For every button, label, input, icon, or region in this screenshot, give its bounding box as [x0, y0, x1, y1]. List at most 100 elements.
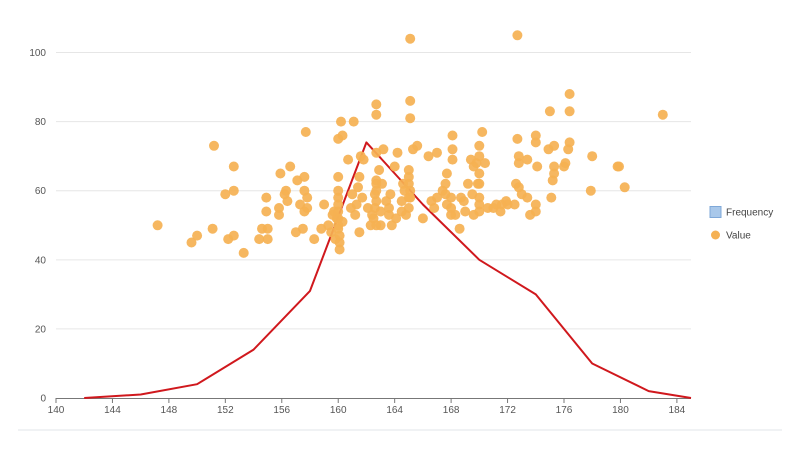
value-point [192, 230, 203, 241]
value-point [333, 206, 344, 217]
legend-label: Value [726, 231, 751, 242]
value-point [412, 140, 423, 151]
value-point [377, 178, 387, 189]
value-point [512, 133, 523, 144]
value-point [337, 216, 348, 227]
value-point [333, 192, 344, 203]
value-point [405, 113, 416, 124]
value-point [228, 161, 239, 172]
value-point [281, 185, 291, 196]
value-point [564, 89, 575, 99]
y-tick-label: 20 [35, 324, 47, 335]
value-point [513, 158, 524, 169]
value-point [336, 116, 346, 127]
y-tick-label: 100 [29, 48, 46, 59]
value-point [302, 192, 313, 203]
value-point [614, 161, 624, 172]
value-point [371, 99, 382, 110]
value-point [300, 127, 311, 137]
value-points-layer [152, 30, 668, 258]
value-point [513, 151, 524, 162]
value-point [405, 192, 416, 203]
value-point [282, 196, 293, 207]
value-point [384, 203, 394, 213]
value-point [391, 213, 402, 224]
x-tick-label: 160 [330, 405, 347, 416]
legend[interactable]: Frequency Value [709, 206, 773, 242]
frequency-line [84, 141, 692, 399]
value-point [474, 178, 485, 189]
value-point [544, 106, 555, 117]
value-point [238, 247, 249, 258]
y-tick-label: 40 [35, 255, 47, 266]
value-point [378, 144, 389, 155]
x-tick-label: 184 [669, 405, 686, 416]
value-point [474, 199, 485, 210]
x-tick-label: 156 [273, 405, 290, 416]
value-point [228, 185, 239, 196]
value-point [207, 223, 218, 234]
value-point [405, 95, 416, 106]
value-point [358, 154, 369, 165]
value-point [530, 130, 541, 141]
value-point [619, 182, 630, 193]
value-point [333, 185, 344, 196]
value-point [474, 151, 485, 162]
value-point [564, 137, 575, 148]
value-point [423, 151, 434, 162]
legend-label: Frequency [726, 208, 773, 219]
value-point [454, 223, 465, 234]
y-tick-label: 60 [35, 186, 47, 197]
y-tick-label: 80 [35, 117, 47, 128]
value-point [285, 161, 296, 172]
value-point [657, 109, 668, 120]
value-point [549, 140, 560, 151]
value-point [447, 154, 458, 165]
x-tick-label: 140 [48, 405, 65, 416]
value-point [348, 116, 359, 127]
axes: 0 20 40 60 80 100 140 144 148 152 156 160 164 168 172 1… [29, 48, 691, 416]
value-point [560, 158, 571, 169]
value-point [347, 189, 358, 200]
value-point [374, 165, 385, 175]
value-point [333, 171, 344, 182]
value-point [441, 168, 452, 179]
value-point [351, 199, 362, 210]
legend-item-value[interactable]: Value [711, 230, 751, 242]
value-point [152, 220, 163, 231]
value-point [447, 144, 458, 155]
value-point [302, 203, 313, 213]
value-point [474, 140, 485, 151]
value-point [480, 158, 490, 169]
value-point [299, 171, 310, 182]
value-point [389, 161, 400, 172]
value-point [274, 209, 284, 220]
value-point [474, 192, 485, 203]
value-point [228, 230, 239, 241]
value-point [371, 109, 382, 120]
value-point [502, 199, 513, 210]
value-point [585, 185, 596, 196]
value-point [371, 196, 382, 207]
value-point [354, 227, 365, 238]
x-tick-label: 144 [104, 405, 121, 416]
value-point [334, 237, 345, 248]
value-point [319, 199, 330, 210]
value-point [371, 185, 382, 196]
legend-item-frequency[interactable]: Frequency [709, 206, 773, 219]
value-point [509, 199, 520, 210]
value-point [446, 192, 457, 203]
value-point [403, 165, 414, 175]
x-tick-label: 168 [443, 405, 460, 416]
x-tick-label: 176 [556, 405, 573, 416]
x-tick-label: 172 [499, 405, 516, 416]
value-point [458, 196, 469, 207]
value-point [405, 33, 416, 44]
value-point [261, 192, 272, 203]
value-point [546, 192, 557, 203]
value-point [375, 206, 386, 217]
legend-swatch-circle [711, 230, 720, 240]
value-point [337, 130, 348, 141]
